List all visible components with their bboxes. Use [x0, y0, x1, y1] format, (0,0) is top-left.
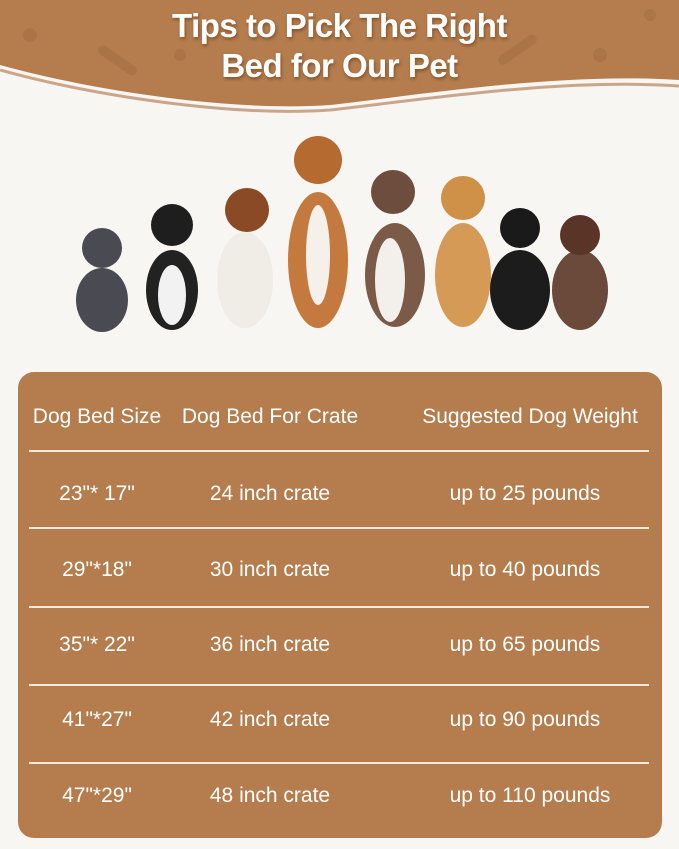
- dog-pointer-puppy: [552, 215, 608, 330]
- header-banner: [0, 0, 679, 113]
- row-3-size: 35"* 22": [59, 633, 135, 656]
- divider: [29, 606, 649, 608]
- row-2-crate: 30 inch crate: [209, 558, 331, 581]
- row-2-weight: up to 40 pounds: [449, 558, 601, 581]
- row-5-crate: 48 inch crate: [209, 784, 331, 807]
- title-line-1: Tips to Pick The Right: [172, 7, 507, 44]
- page-title: Tips to Pick The Right Bed for Our Pet: [0, 6, 679, 86]
- dog-boxer: [288, 136, 348, 328]
- row-3-weight: up to 65 pounds: [449, 633, 601, 656]
- row-5-size: 47"*29": [62, 784, 132, 807]
- dog-french-bulldog: [76, 228, 128, 332]
- divider: [29, 527, 649, 529]
- dog-husky: [365, 170, 425, 327]
- dogs-group-photo: [76, 136, 608, 332]
- title-line-2: Bed for Our Pet: [221, 47, 458, 84]
- row-5-weight: up to 110 pounds: [449, 784, 611, 807]
- row-1-crate: 24 inch crate: [209, 482, 331, 505]
- divider: [29, 762, 649, 764]
- row-4-size: 41"*27": [62, 708, 132, 731]
- size-table: Dog Bed Size Dog Bed For Crate Suggested…: [18, 372, 662, 838]
- paw-pattern-icon: [23, 9, 656, 76]
- dog-black-lab: [490, 208, 550, 330]
- header-bed-size: Dog Bed Size: [32, 405, 162, 428]
- divider: [29, 450, 649, 452]
- row-1-weight: up to 25 pounds: [449, 482, 601, 505]
- row-4-weight: up to 90 pounds: [449, 708, 601, 731]
- row-4-crate: 42 inch crate: [209, 708, 331, 731]
- row-1-size: 23"* 17": [59, 482, 135, 505]
- header-crate: Dog Bed For Crate: [181, 405, 359, 428]
- row-3-crate: 36 inch crate: [209, 633, 331, 656]
- row-2-size: 29"*18": [62, 558, 132, 581]
- dog-aussie: [217, 188, 273, 328]
- divider: [29, 684, 649, 686]
- dog-border-collie: [146, 204, 198, 330]
- dog-yellow-lab: [435, 176, 491, 327]
- header-weight: Suggested Dog Weight: [422, 405, 638, 428]
